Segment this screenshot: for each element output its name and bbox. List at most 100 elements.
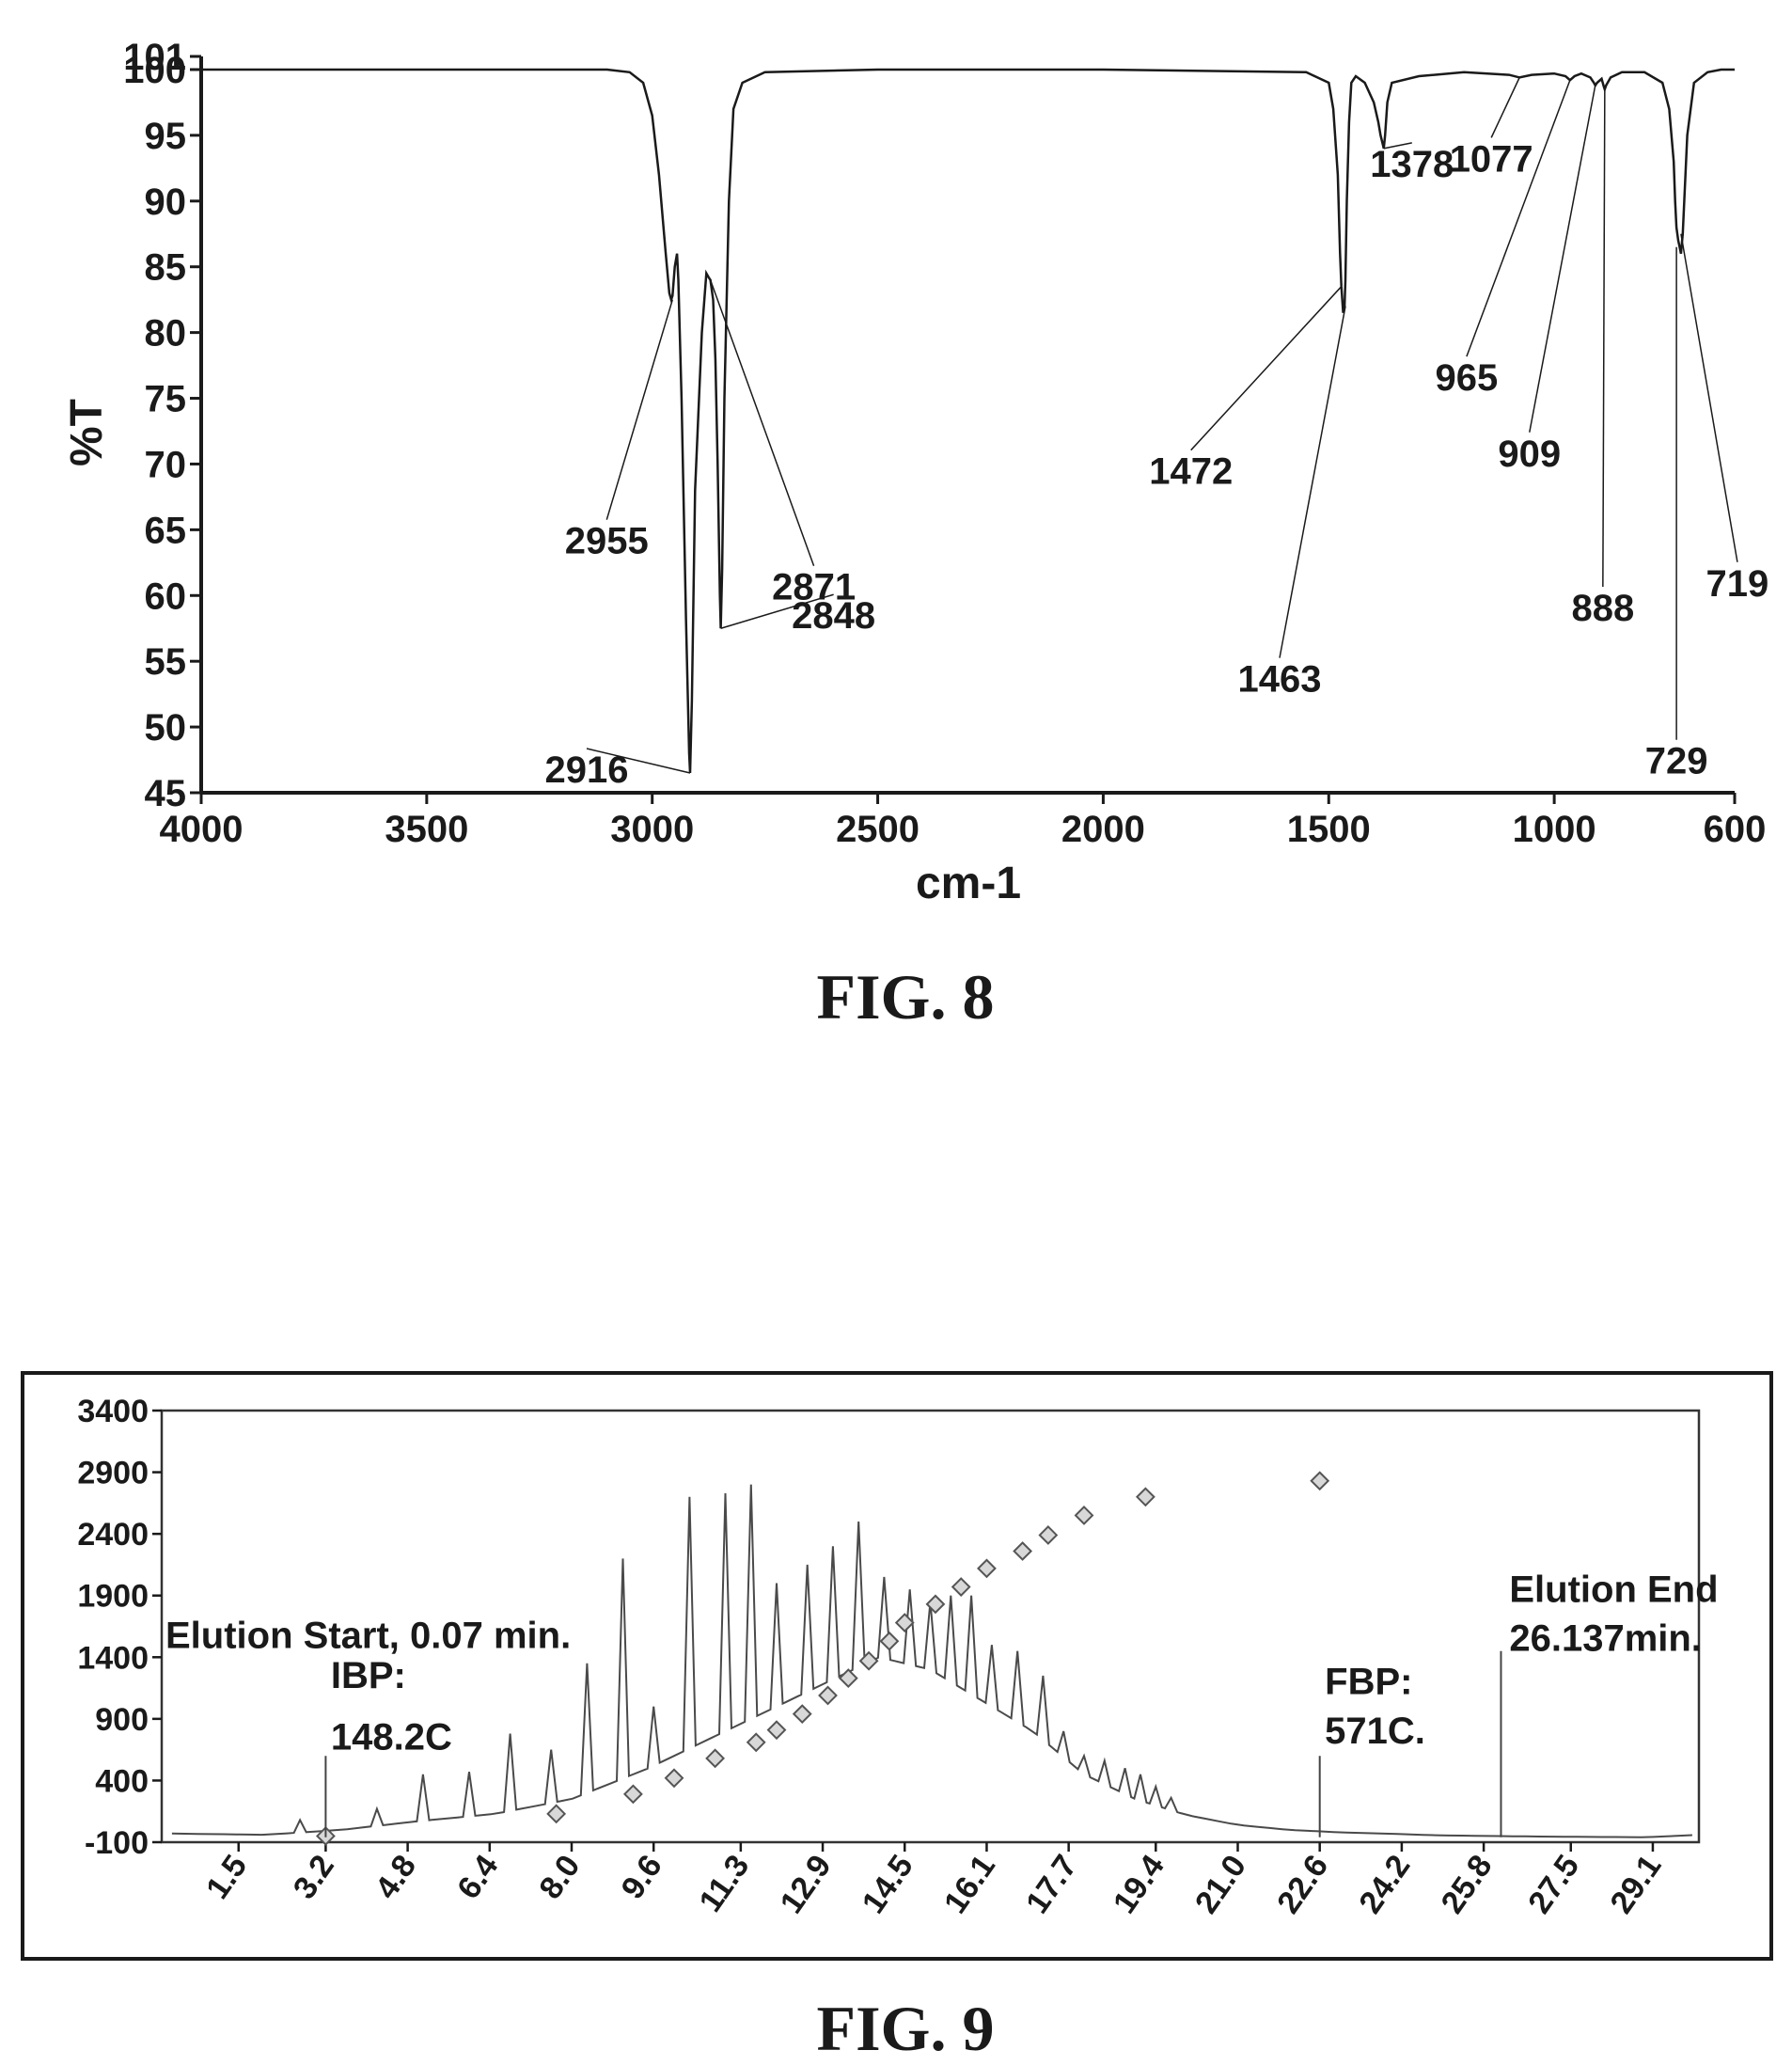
fig8-y-tick-label: 65 bbox=[145, 510, 187, 551]
fig9-x-tick-label: 12.9 bbox=[774, 1849, 839, 1920]
fig8-peak-label: 1463 bbox=[1238, 659, 1322, 701]
fig9-x-tick-label: 25.8 bbox=[1435, 1849, 1500, 1920]
fig9-marker bbox=[894, 1613, 915, 1632]
fig8-y-tick-label: 75 bbox=[145, 379, 187, 420]
fig9-x-ticks: 1.5 3.2 4.8 6.4 8.0 9.6 11.3 12.9 14.5 16.1 17.7 19… bbox=[199, 1842, 1669, 1920]
fig8-leader-line bbox=[1279, 306, 1346, 658]
fig8-x-tick-label: 2500 bbox=[836, 809, 920, 850]
fig9-y-tick-label: 3400 bbox=[77, 1394, 149, 1429]
fig8-y-tick-label: 80 bbox=[145, 313, 187, 355]
fig9-x-tick-label: 6.4 bbox=[450, 1849, 505, 1906]
fig8-y-tick-label: 100 bbox=[123, 50, 186, 91]
fig9-chart: 3400 2900 2400 1900 1400 900 400 -100 1.5 3.2 4.8… bbox=[21, 1371, 1773, 2064]
fig9-annotation-label: 571C. bbox=[1325, 1711, 1425, 1752]
fig8-peak-label: 719 bbox=[1706, 563, 1769, 605]
fig9-marker bbox=[1074, 1506, 1094, 1525]
fig9-y-tick-label: 400 bbox=[95, 1763, 149, 1799]
fig9-annotation-label: 26.137min. bbox=[1509, 1618, 1702, 1660]
fig9-x-tick-label: 11.3 bbox=[692, 1849, 756, 1918]
fig9-marker bbox=[664, 1768, 684, 1789]
fig9-marker bbox=[766, 1720, 787, 1741]
fig9-y-tick-label: 2900 bbox=[77, 1456, 149, 1491]
fig9-annotation-label: FBP: bbox=[1325, 1662, 1412, 1703]
fig9-marker bbox=[546, 1804, 567, 1824]
fig9-marker bbox=[1038, 1525, 1059, 1545]
fig9-x-tick-label: 19.4 bbox=[1107, 1849, 1171, 1920]
fig9-x-tick-label: 22.6 bbox=[1270, 1849, 1335, 1920]
fig9-marker bbox=[1135, 1487, 1155, 1507]
fig8-leader-line bbox=[1490, 77, 1520, 138]
fig8-leader-line bbox=[1680, 233, 1738, 562]
fig8-y-tick-label: 50 bbox=[145, 707, 187, 749]
fig8-caption: FIG. 8 bbox=[817, 961, 995, 1033]
fig9-y-tick-label: 900 bbox=[95, 1702, 149, 1738]
fig9-x-tick-label: 8.0 bbox=[532, 1849, 587, 1906]
fig9-y-ticks: 3400 2900 2400 1900 1400 900 400 -100 bbox=[77, 1394, 162, 1861]
fig8-y-tick-label: 90 bbox=[145, 181, 187, 223]
fig8-y-tick-label: 101 bbox=[123, 37, 186, 78]
fig8-y-axis-label: %T bbox=[62, 399, 112, 466]
fig8-peak-label: 909 bbox=[1498, 434, 1561, 475]
fig8-y-tick-label: 85 bbox=[145, 247, 187, 289]
fig9-x-tick-label: 16.1 bbox=[937, 1849, 1002, 1920]
fig9-x-tick-label: 27.5 bbox=[1521, 1849, 1586, 1920]
fig8-leader-line bbox=[605, 299, 674, 520]
fig8-x-ticks: 4000 3500 3000 2500 2000 1500 1000 600 bbox=[160, 793, 1766, 850]
fig8-peak-label: 2848 bbox=[792, 595, 875, 637]
fig9-x-tick-label: 24.2 bbox=[1352, 1849, 1417, 1920]
fig8-spectrum-line bbox=[201, 68, 1735, 774]
fig8-x-tick-label: 1000 bbox=[1513, 809, 1596, 850]
fig8-peak-label: 1472 bbox=[1149, 451, 1233, 493]
fig9-marker bbox=[879, 1631, 900, 1651]
fig8-peak-label: 965 bbox=[1436, 357, 1499, 399]
fig8-peak-label: 2955 bbox=[565, 521, 649, 562]
fig9-marker bbox=[925, 1594, 946, 1615]
fig8-peak-label: 888 bbox=[1571, 588, 1634, 629]
fig9-x-tick-label: 9.6 bbox=[615, 1849, 669, 1906]
fig9-markers bbox=[315, 1471, 1330, 1846]
fig9-outer-frame bbox=[21, 1371, 1773, 1961]
fig8-x-tick-label: 3000 bbox=[610, 809, 694, 850]
fig9-marker bbox=[1310, 1471, 1330, 1491]
fig9-x-tick-label: 14.5 bbox=[856, 1849, 920, 1920]
fig9-y-tick-label: 1400 bbox=[77, 1640, 149, 1676]
fig9-marker bbox=[818, 1685, 838, 1706]
fig9-marker bbox=[858, 1650, 879, 1671]
fig8-leader-line bbox=[1529, 85, 1596, 433]
fig8-x-axis-label: cm-1 bbox=[916, 859, 1021, 908]
fig9-y-tick-label: 2400 bbox=[77, 1517, 149, 1553]
fig9-marker bbox=[951, 1577, 971, 1597]
fig9-annotation-label: Elution End bbox=[1509, 1569, 1718, 1610]
fig9-annotation-label: IBP: bbox=[331, 1655, 406, 1696]
fig8-y-tick-label: 45 bbox=[145, 773, 187, 814]
fig9-marker bbox=[792, 1704, 812, 1725]
fig9-caption: FIG. 9 bbox=[817, 1993, 995, 2064]
fig9-x-tick-label: 29.1 bbox=[1603, 1849, 1668, 1920]
fig9-x-tick-label: 1.5 bbox=[199, 1849, 254, 1906]
fig8-peak-label: 2871 bbox=[772, 567, 856, 608]
fig9-marker bbox=[977, 1558, 997, 1579]
fig9-chromatogram-line bbox=[171, 1484, 1692, 1838]
fig8-peak-label: 1077 bbox=[1450, 138, 1533, 180]
fig8-x-tick-label: 4000 bbox=[160, 809, 244, 850]
fig8-y-tick-label: 70 bbox=[145, 444, 187, 485]
fig9-x-tick-label: 4.8 bbox=[369, 1849, 423, 1906]
fig8-leader-line bbox=[1383, 142, 1412, 150]
fig8-leader-line bbox=[1602, 88, 1606, 587]
fig8-y-tick-label: 55 bbox=[145, 641, 187, 683]
fig8-y-tick-label: 60 bbox=[145, 576, 187, 617]
fig9-annotation-label: Elution Start, 0.07 min. bbox=[165, 1615, 571, 1656]
fig9-marker bbox=[746, 1732, 766, 1753]
fig9-marker bbox=[705, 1748, 726, 1769]
fig9-marker bbox=[1013, 1541, 1033, 1561]
fig9-y-tick-label: -100 bbox=[85, 1825, 149, 1861]
fig9-plot-frame bbox=[160, 1409, 1701, 1844]
fig8-x-tick-label: 1500 bbox=[1287, 809, 1371, 850]
fig9-x-tick-label: 3.2 bbox=[287, 1849, 341, 1906]
fig9-y-tick-label: 1900 bbox=[77, 1579, 149, 1615]
fig8-leader-line bbox=[720, 593, 834, 629]
